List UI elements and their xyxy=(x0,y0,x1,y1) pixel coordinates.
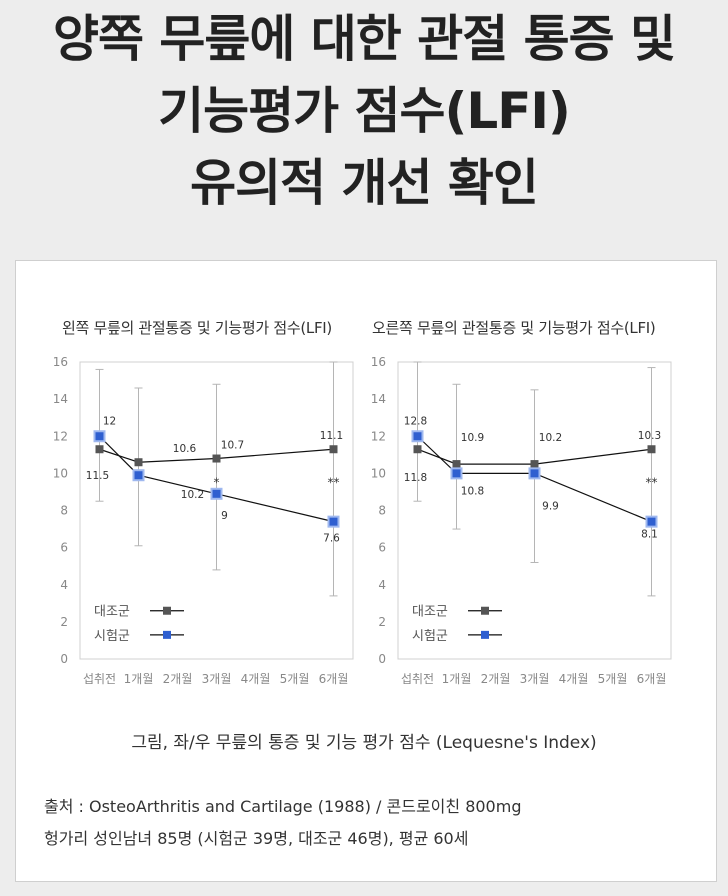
y-tick-label: 8 xyxy=(378,504,386,518)
data-label: 10.2 xyxy=(181,489,204,501)
figure-caption: 그림, 좌/우 무릎의 통증 및 기능 평가 점수 (Lequesne's In… xyxy=(131,733,597,753)
data-label: 10.7 xyxy=(221,440,244,452)
legend-marker xyxy=(163,630,171,639)
x-tick-label: 1개월 xyxy=(442,672,472,686)
right-chart-title: 오른쪽 무릎의 관절통증 및 기능평가 점수(LFI) xyxy=(372,319,656,337)
legend-marker xyxy=(163,606,171,615)
x-tick-label: 2개월 xyxy=(163,672,193,686)
x-tick-label: 4개월 xyxy=(559,672,589,686)
series-line-control xyxy=(417,448,652,465)
control-point xyxy=(413,445,422,454)
source-line-2: 헝가리 성인남녀 85명 (시험군 39명, 대조군 46명), 평균 60세 xyxy=(44,829,469,848)
headline-line-1: 양쪽 무릎에 대한 관절 통증 및 xyxy=(52,10,676,68)
x-tick-label: 3개월 xyxy=(202,672,232,686)
data-label: 7.6 xyxy=(323,533,340,545)
y-tick-label: 4 xyxy=(60,578,68,592)
data-label: 12 xyxy=(103,415,116,427)
data-label: 8.1 xyxy=(641,529,658,541)
data-label: 10.9 xyxy=(461,432,484,444)
y-tick-label: 12 xyxy=(53,429,68,443)
headline-line-2: 기능평가 점수(LFI) xyxy=(158,82,571,140)
data-label: 10.3 xyxy=(638,430,661,442)
y-tick-label: 16 xyxy=(371,355,386,369)
y-tick-label: 0 xyxy=(378,652,386,666)
y-tick-label: 14 xyxy=(371,392,386,406)
data-label: 11.5 xyxy=(86,470,109,482)
x-tick-label: 섭취전 xyxy=(401,672,434,686)
data-label: 11.8 xyxy=(404,472,427,484)
x-tick-label: 1개월 xyxy=(124,672,154,686)
y-tick-label: 12 xyxy=(371,429,386,443)
test-point xyxy=(645,515,658,528)
data-label: 9 xyxy=(221,510,228,522)
data-label: 12.8 xyxy=(404,415,427,427)
control-point xyxy=(452,460,461,469)
legend-marker xyxy=(481,630,489,639)
test-point xyxy=(210,487,223,500)
test-point xyxy=(450,467,463,480)
chart-card xyxy=(15,260,717,882)
control-point xyxy=(329,445,338,454)
y-tick-label: 6 xyxy=(60,541,68,555)
test-point xyxy=(327,515,340,528)
control-point xyxy=(212,454,221,463)
x-tick-label: 3개월 xyxy=(520,672,550,686)
test-point xyxy=(528,467,541,480)
y-tick-label: 2 xyxy=(60,615,68,629)
data-label: 10.8 xyxy=(461,485,484,497)
significance-mark: * xyxy=(214,476,220,490)
right-knee-chart: 0 2 4 6 8 10 12 14 16 섭취전 1개월 2개월 3개월 4개월 5개월 6개월 11.8 10… xyxy=(371,355,672,686)
y-tick-label: 10 xyxy=(53,466,68,480)
y-tick-label: 2 xyxy=(378,615,386,629)
y-tick-label: 6 xyxy=(378,541,386,555)
y-tick-label: 4 xyxy=(378,578,386,592)
y-tick-label: 0 xyxy=(60,652,68,666)
data-label: 10.2 xyxy=(539,432,562,444)
x-tick-label: 2개월 xyxy=(481,672,511,686)
data-label: 9.9 xyxy=(542,500,559,512)
data-label: 11.1 xyxy=(320,430,343,442)
x-tick-label: 5개월 xyxy=(598,672,628,686)
legend-label: 시험군 xyxy=(94,629,130,644)
legend-label: 대조군 xyxy=(94,605,130,620)
left-chart-title: 왼쪽 무릎의 관절통증 및 기능평가 점수(LFI) xyxy=(62,319,332,337)
y-tick-label: 14 xyxy=(53,392,68,406)
x-tick-label: 4개월 xyxy=(241,672,271,686)
x-tick-label: 6개월 xyxy=(637,672,667,686)
x-tick-label: 6개월 xyxy=(319,672,349,686)
control-point xyxy=(647,445,656,454)
significance-mark: ** xyxy=(328,476,340,490)
x-tick-label: 5개월 xyxy=(280,672,310,686)
y-tick-label: 8 xyxy=(60,504,68,518)
control-point xyxy=(530,460,539,469)
data-label: 10.6 xyxy=(173,443,197,455)
headline-line-3: 유의적 개선 확인 xyxy=(190,154,539,212)
legend-label: 대조군 xyxy=(412,605,448,620)
plot-frame xyxy=(79,361,354,660)
legend-marker xyxy=(481,606,489,615)
series-line-test xyxy=(99,435,334,523)
source-line-1: 출처 : OsteoArthritis and Cartilage (1988)… xyxy=(44,797,522,816)
y-tick-label: 16 xyxy=(53,355,68,369)
legend-label: 시험군 xyxy=(412,629,448,644)
test-point xyxy=(93,430,106,443)
significance-mark: ** xyxy=(646,476,658,490)
test-point xyxy=(132,469,145,482)
x-tick-label: 섭취전 xyxy=(83,672,116,686)
control-point xyxy=(95,445,104,454)
y-tick-label: 10 xyxy=(371,466,386,480)
plot-frame xyxy=(397,361,672,660)
series-line-test xyxy=(417,435,652,523)
test-point xyxy=(411,430,424,443)
control-point xyxy=(134,458,143,467)
left-knee-chart: 0 2 4 6 8 10 12 14 16 섭취전 1개월 2개월 3개월 4개월 5개월 6개월 11.5 10… xyxy=(53,355,354,686)
